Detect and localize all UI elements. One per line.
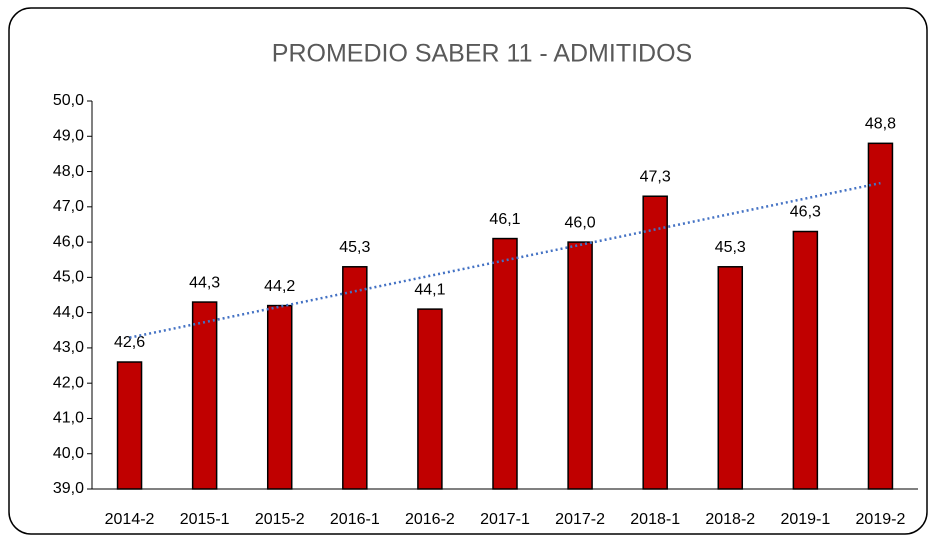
y-tick-label: 47,0 — [53, 198, 84, 215]
chart-frame — [8, 7, 928, 535]
value-label: 46,0 — [565, 214, 596, 231]
bar — [266, 304, 293, 490]
bar — [492, 237, 518, 490]
value-label: 47,3 — [640, 168, 671, 185]
x-tick-label: 2019-1 — [780, 511, 830, 528]
x-tick-label: 2019-2 — [856, 511, 906, 528]
y-tick-label: 50,0 — [53, 92, 84, 109]
y-tick-label: 43,0 — [53, 339, 84, 356]
y-tick-label: 42,0 — [53, 374, 84, 391]
chart-title: PROMEDIO SABER 11 - ADMITIDOS — [272, 40, 692, 68]
bar — [417, 308, 443, 490]
bar — [191, 301, 218, 490]
x-tick-label: 2015-2 — [255, 511, 305, 528]
bar — [717, 266, 744, 490]
bar — [792, 230, 819, 490]
bar — [642, 195, 668, 490]
y-tick-label: 44,0 — [53, 304, 84, 321]
x-tick-label: 2017-2 — [555, 511, 605, 528]
bar — [342, 266, 368, 490]
x-tick-label: 2018-2 — [705, 511, 755, 528]
value-label: 44,2 — [264, 278, 295, 295]
value-label: 45,3 — [715, 239, 746, 256]
y-tick-label: 48,0 — [53, 163, 84, 180]
value-label: 46,1 — [489, 211, 520, 228]
x-tick-label: 2017-1 — [480, 511, 530, 528]
y-tick-label: 45,0 — [53, 269, 84, 286]
value-label: 44,1 — [414, 281, 445, 298]
value-label: 45,3 — [339, 239, 370, 256]
value-label: 42,6 — [114, 334, 145, 351]
value-label: 46,3 — [790, 204, 821, 221]
value-label: 48,8 — [865, 116, 896, 133]
value-label: 44,3 — [189, 274, 220, 291]
x-tick-label: 2016-2 — [405, 511, 455, 528]
y-tick-label: 41,0 — [53, 410, 84, 427]
bar — [567, 241, 593, 490]
x-tick-label: 2016-1 — [330, 511, 380, 528]
y-tick-label: 46,0 — [53, 233, 84, 250]
y-tick-label: 39,0 — [53, 480, 84, 497]
x-tick-label: 2015-1 — [180, 511, 230, 528]
bar — [116, 361, 143, 490]
x-tick-label: 2014-2 — [105, 511, 155, 528]
y-tick-label: 49,0 — [53, 127, 84, 144]
bar — [867, 142, 894, 490]
y-tick-label: 40,0 — [53, 445, 84, 462]
x-tick-label: 2018-1 — [630, 511, 680, 528]
